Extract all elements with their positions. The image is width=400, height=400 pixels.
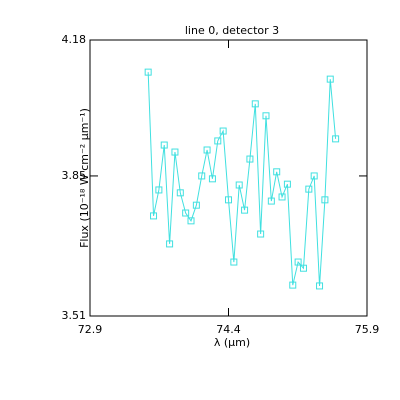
- data-point: [299, 264, 307, 272]
- data-point: [246, 155, 254, 163]
- data-point: [257, 230, 265, 238]
- data-point: [182, 209, 190, 217]
- y-tick-label: 3.85: [62, 169, 87, 182]
- data-point: [310, 172, 318, 180]
- data-point: [316, 282, 324, 290]
- data-point: [155, 186, 163, 194]
- data-point: [208, 175, 216, 183]
- y-tick-label: 3.51: [62, 309, 87, 322]
- data-point: [160, 141, 168, 149]
- x-tick-label: 74.4: [216, 323, 241, 336]
- data-point: [321, 196, 329, 204]
- data-point: [198, 172, 206, 180]
- data-point: [187, 217, 195, 225]
- data-point: [214, 137, 222, 145]
- data-point: [225, 196, 232, 204]
- data-point: [235, 181, 243, 189]
- data-point: [219, 127, 227, 135]
- data-point: [241, 206, 249, 214]
- x-tick-label: 75.9: [355, 323, 380, 336]
- data-point: [273, 168, 281, 176]
- x-tick-label: 72.9: [78, 323, 103, 336]
- y-axis-label: Flux (10⁻¹⁸ W cm⁻² μm⁻¹): [78, 108, 91, 248]
- data-point: [326, 75, 334, 83]
- data-point: [283, 180, 291, 188]
- data-point: [144, 68, 152, 76]
- x-axis-label: λ (μm): [214, 336, 250, 349]
- data-point: [203, 146, 211, 154]
- data-point: [305, 185, 313, 193]
- data-point: [332, 135, 340, 143]
- data-point: [176, 189, 184, 197]
- chart-title: line 0, detector 3: [185, 24, 279, 37]
- data-point: [251, 100, 259, 108]
- data-point: [150, 212, 158, 220]
- data-point: [267, 197, 275, 205]
- data-point: [230, 258, 238, 266]
- data-point: [192, 201, 200, 209]
- data-point: [262, 112, 270, 120]
- data-point: [289, 281, 297, 289]
- data-point: [278, 193, 286, 201]
- data-point: [171, 148, 179, 156]
- y-tick-label: 4.18: [62, 33, 87, 46]
- data-line: [147, 72, 337, 286]
- data-point: [294, 258, 302, 266]
- data-point: [166, 240, 174, 248]
